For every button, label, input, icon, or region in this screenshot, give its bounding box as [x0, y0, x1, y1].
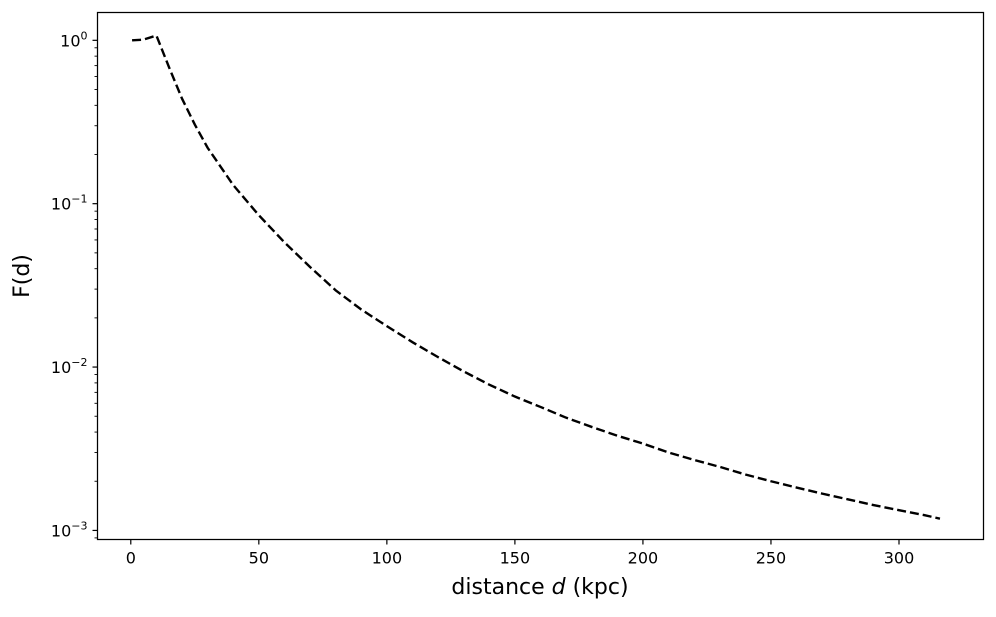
y-tick-label: 100 — [60, 29, 87, 50]
x-tick-label: 300 — [884, 549, 915, 568]
x-axis: 0 50 100 150 200 250 300 — [126, 539, 915, 568]
x-tick-label: 50 — [249, 549, 269, 568]
x-tick-label: 0 — [126, 549, 136, 568]
x-tick-label: 150 — [500, 549, 531, 568]
x-tick-label: 250 — [756, 549, 787, 568]
y-tick-label: 10−2 — [51, 356, 88, 377]
plot-frame — [96, 11, 985, 541]
x-tick-label: 200 — [628, 549, 659, 568]
series-line-0 — [131, 34, 941, 520]
y-axis-label: F(d) — [10, 254, 35, 298]
y-tick-label: 10−1 — [51, 193, 88, 214]
x-axis-label: distance d (kpc) — [451, 575, 628, 600]
y-axis: 100 10−1 10−2 10−3 — [51, 29, 98, 540]
x-tick-label: 100 — [372, 549, 403, 568]
y-tick-label: 10−3 — [51, 519, 88, 540]
